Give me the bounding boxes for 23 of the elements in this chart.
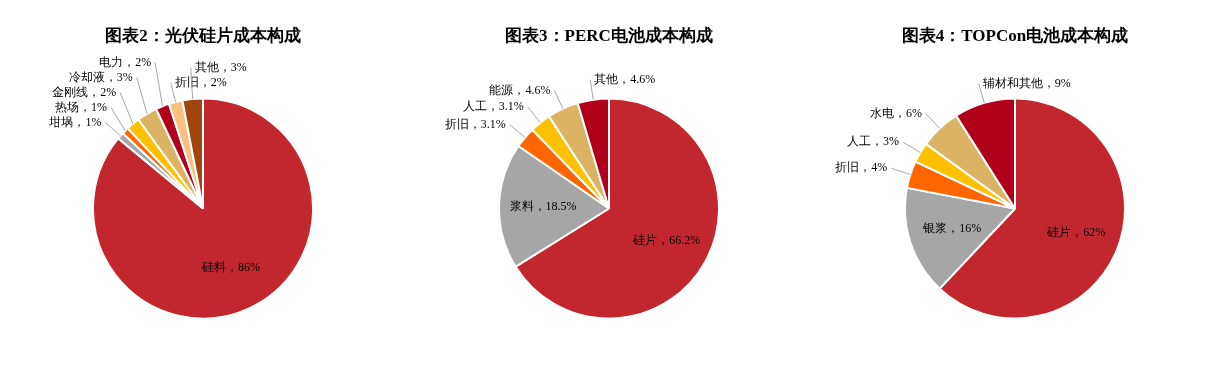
slice-label: 人工，3.1% — [462, 99, 524, 114]
slice-label: 其他，3% — [194, 59, 247, 74]
chart-title: 图表2：光伏硅片成本构成 — [104, 25, 302, 47]
slice-label: 辅材和其他，9% — [982, 75, 1071, 90]
slice-label: 折旧，4% — [835, 160, 888, 175]
slice-label: 金刚线，2% — [52, 84, 117, 99]
slice-label: 水电，6% — [870, 105, 923, 120]
slice-label: 银浆，16% — [922, 221, 982, 236]
slice-label: 人工，3% — [847, 134, 900, 149]
slice-label: 其他，4.6% — [594, 72, 656, 87]
slice-label: 能源，4.6% — [489, 82, 551, 97]
chart-title: 图表4：TOPCon电池成本构成 — [900, 25, 1130, 47]
chart-title: 图表3：PERC电池成本构成 — [504, 25, 714, 47]
slice-label: 热场，1% — [55, 99, 108, 114]
slice-label: 折旧，3.1% — [444, 116, 506, 131]
slice-label: 折旧，2% — [174, 74, 227, 89]
slice-label: 硅片，66.2% — [632, 232, 701, 247]
slice-label: 冷却液，3% — [68, 69, 133, 84]
slice-label: 浆料，18.5% — [509, 199, 577, 214]
slice-label: 电力，2% — [99, 54, 152, 69]
slice-label: 硅片，62% — [1046, 224, 1106, 239]
slice-label: 硅料，86% — [201, 260, 261, 275]
slice-label: 坩埚，1% — [48, 114, 102, 129]
